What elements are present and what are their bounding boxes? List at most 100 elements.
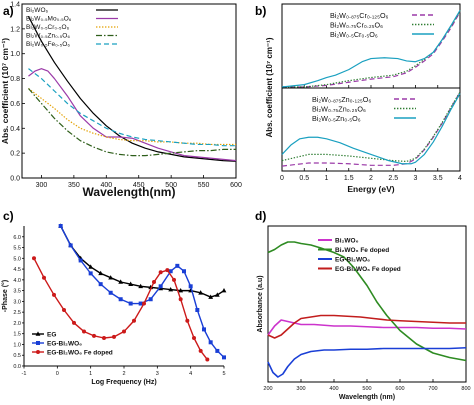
panel-a: 300 350 400 450 500 550 600 0.0 0.2 0.4 0.6 0.8 1.0 1… [0, 2, 242, 200]
panel-c-series-0-point-17 [221, 288, 227, 293]
panel-c-series-2-point-13 [158, 270, 163, 275]
panel-a-legend-label-1: Bi₂W₀.₅Mo₀.₅O₆ [26, 16, 72, 23]
panel-b-xtick-label-6: 3 [414, 175, 418, 182]
panel-c-series-2-point-8 [112, 334, 116, 339]
panel-a-xtick-label-5: 550 [198, 182, 210, 189]
panel-c-series-1-point-15 [195, 308, 200, 312]
panel-c-series-2-point-4 [72, 320, 76, 325]
panel-c-series-0-point-7 [128, 281, 134, 286]
panel-b-subplot-0-legend-label-0: Bi₂W₀.₈₇₅Cr₀.₁₂₅O₆ [330, 11, 389, 20]
panel-c-ylabel: -Phase (°) [1, 280, 9, 312]
panel-a-legend-label-2: Bi₂W₀.₅Cr₀.₅O₆ [26, 24, 70, 31]
panel-d-xtick-label-3: 500 [362, 386, 371, 392]
panel-c-ytick-label-7: 3.5 [13, 289, 21, 295]
panel-a-xlabel: Wavelength(nm) [83, 185, 176, 199]
panel-c-xtick-label-6: 5 [222, 371, 225, 377]
panel-b-subplot-1-frame [281, 87, 461, 172]
panel-c-ytick-label-0: 0.0 [13, 364, 21, 370]
panel-c-ytick-label-5: 2.5 [13, 310, 21, 316]
panel-c-series-1-point-17 [208, 340, 213, 345]
panel-c-series-2-point-15 [172, 277, 176, 282]
panel-c-series-1-point-19 [222, 355, 226, 360]
panel-d-xlabel: Wavelength (nm) [339, 394, 395, 401]
panel-c-ytick-label-6: 3.0 [13, 299, 21, 305]
panel-b-label: b) [255, 4, 266, 18]
panel-c-series-0-point-3 [88, 264, 94, 269]
panel-a-legend-label-0: Bi₂WO₆ [26, 7, 48, 14]
panel-c-ytick-label-9: 4.5 [13, 267, 21, 273]
panel-c-series-2-point-11 [142, 301, 146, 306]
panel-b-xtick-label-7: 3.5 [433, 175, 443, 182]
panel-c-series-0-point-5 [108, 275, 114, 280]
panel-c-series-2-point-14 [165, 268, 170, 273]
panel-a-ytick-label-7: 1.4 [10, 2, 20, 9]
panel-c-series-1-point-0 [58, 224, 63, 228]
panel-c-ytick-label-3: 1.5 [13, 332, 21, 338]
panel-b-subplot-1-legend-label-1: Bi₂W₀.₇₅Zn₀.₂₅O₆ [312, 105, 366, 114]
panel-c-xtick-label-2: 1 [89, 371, 92, 377]
panel-c-series-1-point-16 [202, 327, 206, 332]
panel-c-series-0-point-11 [168, 286, 174, 292]
panel-c-xlabel: Log Frequency (Hz) [91, 379, 156, 386]
panel-c-ytick-label-8: 4.0 [13, 278, 21, 284]
panel-c-series-1-point-4 [98, 282, 103, 287]
panel-d-xtick-label-4: 600 [395, 386, 404, 392]
panel-b-subplot-1-series-1-line [281, 91, 461, 163]
panel-a-ytick-label-2: 0.4 [10, 126, 20, 133]
panel-c-series-1-point-13 [182, 269, 186, 274]
panel-c-legend-marker-2 [36, 350, 40, 354]
panel-c-xtick-label-1: 0 [56, 371, 59, 377]
panel-c-series-2-point-19 [198, 348, 203, 353]
panel-c-xtick-label-0: -1 [22, 371, 27, 377]
panel-c-legend-label-2: EG-Bi₂WO₆ Fe doped [47, 350, 113, 357]
panel-c-series-2-point-9 [122, 329, 126, 334]
panel-c-legend-label-0: EG [47, 332, 56, 339]
panel-d: 200 300 400 500 600 700 800 Wavelength (nm) Abso… [257, 225, 471, 401]
panel-b-subplot-1-series-2-line [281, 93, 461, 165]
panel-a-xtick-label-3: 450 [133, 182, 145, 189]
panel-d-xtick-label-1: 300 [296, 386, 305, 392]
panel-b-subplot-1-series-0-line [281, 91, 461, 167]
panel-c-series-1-point-9 [148, 297, 153, 302]
panel-c-plot-area [24, 226, 224, 366]
panel-c-ytick-label-4: 2.0 [13, 321, 21, 327]
panel-d-legend-label-2: EG-Bi₂WO₆ [335, 257, 370, 264]
panel-b-subplot-0-frame [281, 3, 461, 89]
panel-a-series-4-line [28, 68, 236, 147]
panel-a-ytick-label-5: 1.0 [10, 51, 20, 58]
panel-d-legend-label-3: EG-Bi₂WO₆ Fe doped [335, 266, 401, 273]
panel-b-xtick-label-8: 4 [458, 175, 462, 182]
panel-a-xtick-label-1: 350 [68, 182, 80, 189]
panel-c-series-1-point-2 [78, 258, 83, 263]
panel-d-series-2-line [267, 346, 467, 378]
panel-d-label: d) [255, 209, 266, 223]
panel-d-legend-label-1: Bi₂WO₆ Fe doped [335, 247, 389, 254]
panel-a-series-0-line [27, 16, 237, 162]
panel-c-series-2-point-20 [205, 357, 210, 362]
panel-c-series-1-point-6 [118, 297, 123, 302]
panel-d-frame [267, 225, 467, 383]
panel-c-xtick-label-4: 3 [156, 371, 159, 377]
panel-a-ytick-label-1: 0.2 [10, 151, 20, 158]
panel-c-series-1-point-7 [128, 301, 133, 306]
panel-c-series-2-point-3 [62, 308, 66, 312]
panel-a-label: a) [3, 4, 14, 18]
panel-c-ytick-label-10: 5.0 [13, 256, 21, 262]
panel-a-ytick-label-0: 0.0 [10, 176, 20, 183]
panel-d-legend-label-0: Bi₂WO₆ [335, 238, 359, 245]
panel-b-xtick-label-4: 2 [369, 175, 373, 182]
panel-a-series-1-line [28, 68, 237, 162]
panel-c-series-0-point-16 [214, 292, 220, 297]
panel-b-xlabel: Energy (eV) [347, 184, 394, 194]
panel-d-xtick-label-5: 700 [428, 386, 437, 392]
panel-a-ylabel: Abs. coefficient (10⁷ cm⁻¹) [0, 38, 10, 144]
panel-d-series-0-line [267, 319, 467, 336]
panel-c-ytick-label-2: 1.0 [13, 342, 21, 348]
panel-c-series-1-point-3 [88, 271, 93, 276]
panel-b-xtick-label-1: 0.5 [299, 175, 309, 182]
panel-c-series-2-point-12 [152, 280, 156, 284]
panel-c-series-2-point-0 [32, 256, 36, 261]
panel-b-subplot-1-legend-label-2: Bi₂W₀.₅Zn₀.₅O₆ [312, 114, 361, 123]
panel-c-series-2-point-17 [185, 318, 190, 323]
